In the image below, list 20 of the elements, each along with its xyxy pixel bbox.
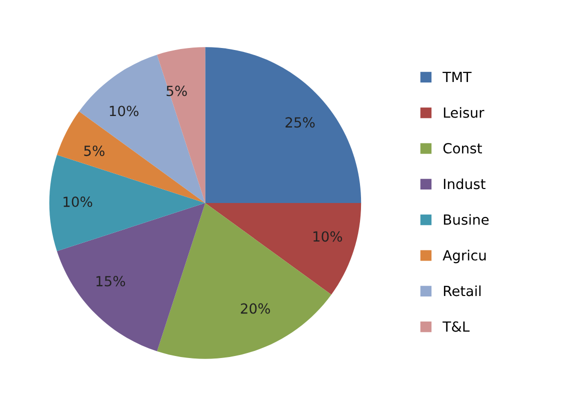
data-label: 10%: [313, 231, 342, 242]
legend-label: Leisur: [444, 107, 484, 118]
pie-slice: [205, 47, 362, 203]
legend-label: Const: [443, 143, 482, 154]
legend-label: Busine: [444, 214, 489, 225]
data-label: 10%: [110, 106, 138, 116]
data-label: 5%: [166, 86, 187, 96]
legend-label: Retail: [444, 285, 481, 296]
pie-slice: [49, 154, 206, 252]
legend-label: T&L: [442, 321, 470, 332]
data-label: 15%: [96, 276, 126, 286]
legend-label: Indust: [444, 178, 486, 190]
pie-slice: [157, 47, 206, 203]
legend-label: TMT: [442, 72, 472, 82]
data-label: 5%: [84, 146, 104, 156]
legend-label: Agricu: [442, 250, 486, 264]
pie-slice: [205, 203, 362, 295]
data-label: 25%: [286, 117, 315, 128]
data-label: 20%: [240, 303, 270, 314]
data-label: 10%: [64, 196, 92, 208]
